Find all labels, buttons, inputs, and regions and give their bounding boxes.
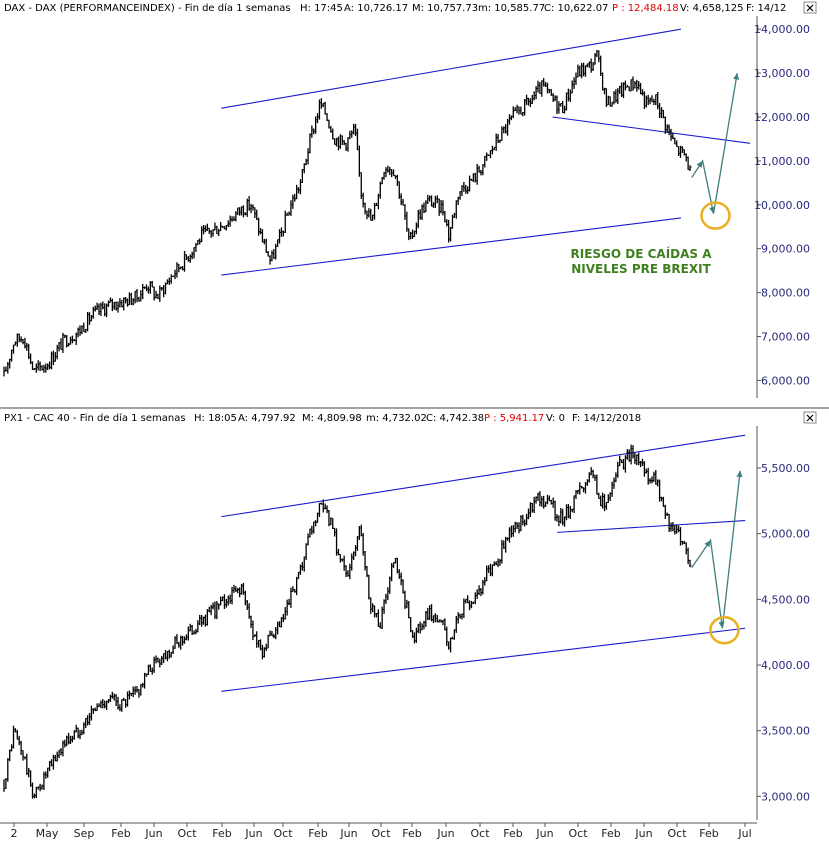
annotation-line-2: NIVELES PRE BREXIT [571, 262, 711, 276]
x-tick-label: Feb [503, 827, 522, 840]
dax-break-line [552, 116, 751, 144]
dax-channel-upper [221, 28, 681, 109]
dax-price-series [3, 50, 692, 377]
dax-arrowhead [733, 73, 740, 80]
dax-y-tick-label: 7,000.00 [761, 331, 810, 344]
x-tick-label: Jun [244, 827, 262, 840]
x-tick-label: Oct [470, 827, 490, 840]
cac40-f-label: F: 14/12/2018 [572, 413, 641, 424]
x-tick-label: Jun [339, 827, 357, 840]
dax-v-label: V: 4,658,125 [680, 3, 743, 14]
x-tick-label: Jun [634, 827, 652, 840]
x-tick-label: Feb [308, 827, 327, 840]
cac40-arrowhead [736, 470, 743, 478]
cac40-y-tick-label: 4,500.00 [761, 593, 810, 606]
dax-y-tick-label: 9,000.00 [761, 243, 810, 256]
dax-y-tick-label: 6,000.00 [761, 374, 810, 387]
x-tick-label: Oct [667, 827, 687, 840]
dax-y-tick-label: 10,000.00 [754, 199, 810, 212]
dax-p-label: P : 12,484.18 [612, 3, 679, 14]
dax-y-tick-label: 11,000.00 [754, 155, 810, 168]
cac40-break-line [557, 520, 746, 533]
cac40-target-circle [709, 616, 740, 645]
x-tick-label: Feb [212, 827, 231, 840]
x-tick-label: Oct [177, 827, 197, 840]
dax-arrowhead [696, 160, 703, 168]
annotation-line-1: RIESGO DE CAÍDAS A [570, 246, 712, 261]
cac40-y-tick-label: 3,000.00 [761, 790, 810, 803]
x-tick-label: Feb [111, 827, 130, 840]
cac40-channel-lower [221, 627, 746, 692]
dax-arrowhead [709, 206, 716, 214]
cac40-header: PX1 - CAC 40 - Fin de día 1 semanas H: 1… [4, 412, 641, 424]
dax-header: DAX - DAX (PERFORMANCEINDEX) - Fin de dí… [4, 2, 786, 14]
x-tick-label: Jun [535, 827, 553, 840]
cac40-projection-path [691, 470, 741, 629]
dax-c-label: C: 10,622.07 [544, 3, 608, 14]
cac40-y-tick-label: 3,500.00 [761, 725, 810, 738]
dax-projection-path [691, 72, 738, 214]
close-icon[interactable] [803, 411, 817, 424]
cac40-a-label: A: 4,797.92 [238, 413, 296, 424]
x-tick-label: Oct [273, 827, 293, 840]
dax-title: DAX - DAX (PERFORMANCEINDEX) - Fin de dí… [4, 2, 291, 14]
x-tick-label: Feb [402, 827, 421, 840]
x-tick-label: Feb [699, 827, 718, 840]
dax-channel-lower [221, 217, 681, 276]
cac40-v-label: V: 0 [546, 413, 565, 424]
cac40-title: PX1 - CAC 40 - Fin de día 1 semanas [4, 412, 186, 424]
cac40-price-series [3, 444, 692, 799]
x-tick-label: Sep [74, 827, 95, 840]
cac40-y-tick-label: 5,500.00 [761, 462, 810, 475]
cac40-y-tick-label: 5,000.00 [761, 528, 810, 541]
dax-y-tick-label: 14,000.00 [754, 23, 810, 36]
cac40-y-tick-label: 4,000.00 [761, 659, 810, 672]
x-tick-label: Feb [601, 827, 620, 840]
dax-h-label: H: 17:45 [300, 3, 343, 14]
annotation-text: RIESGO DE CAÍDAS A NIVELES PRE BREXIT [570, 246, 712, 276]
x-tick-label: 2 [11, 827, 18, 840]
close-icon[interactable] [803, 1, 817, 14]
cac40-c-label: C: 4,742.38 [426, 413, 484, 424]
dax-m-label: M: 10,757.73 [412, 3, 478, 14]
cac40-h-label: H: 18:05 [194, 413, 237, 424]
cac40-p-label: P : 5,941.17 [484, 413, 544, 424]
x-tick-label: Oct [371, 827, 391, 840]
cac40-channel-upper [221, 434, 746, 518]
dax-min-label: m: 10,585.77 [478, 3, 545, 14]
dax-y-tick-label: 13,000.00 [754, 67, 810, 80]
cac40-arrowhead [718, 621, 725, 629]
cac40-min-label: m: 4,732.02 [366, 413, 427, 424]
x-tick-label: Jun [436, 827, 454, 840]
dax-y-tick-label: 8,000.00 [761, 287, 810, 300]
cac40-arrowhead [704, 540, 711, 548]
cac40-m-label: M: 4,809.98 [302, 413, 362, 424]
dax-y-tick-label: 12,000.00 [754, 111, 810, 124]
dax-f-label: F: 14/12 [746, 3, 786, 14]
x-tick-label: Oct [568, 827, 588, 840]
x-tick-label: May [36, 827, 59, 840]
dax-target-circle [700, 201, 731, 230]
x-tick-label: Jun [144, 827, 162, 840]
dax-a-label: A: 10,726.17 [344, 3, 408, 14]
x-tick-label: Jul [737, 827, 751, 840]
